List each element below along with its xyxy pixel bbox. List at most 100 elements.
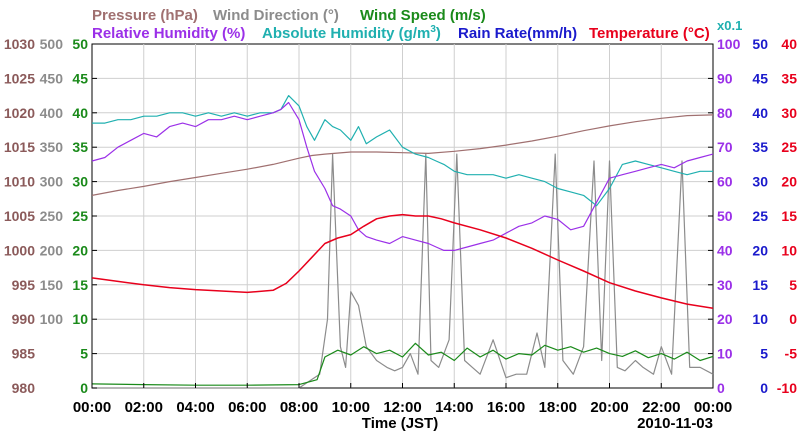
temperature-title: Temperature (°C) — [589, 25, 710, 42]
wind_speed-tick-label: 15 — [72, 277, 88, 293]
rel_hum-tick-label: 90 — [717, 70, 733, 86]
wind_speed-tick-label: 45 — [72, 70, 88, 86]
x-tick-label: 14:00 — [435, 399, 473, 416]
wind-speed-m-s-line — [91, 342, 714, 386]
temperature-tick-label: -10 — [777, 380, 797, 396]
x-tick-label: 04:00 — [176, 399, 214, 416]
rain_rate-tick-label: 25 — [752, 208, 768, 224]
rel_hum-tick-label: 50 — [717, 208, 733, 224]
rain_rate-tick-label: 50 — [752, 36, 768, 52]
wind_dir-tick-label: 400 — [40, 105, 64, 121]
pressure-tick-label: 1030 — [4, 36, 35, 52]
rain_rate-tick-label: 15 — [752, 277, 768, 293]
x-axis: 00:00 02:00 04:00 06:00 08:00 10:00 12:00 14:00… — [73, 383, 732, 416]
x-tick-label: 00:00 — [694, 399, 732, 416]
rain_rate-tick-label: 40 — [752, 105, 768, 121]
x-tick-label: 16:00 — [487, 399, 525, 416]
wind_dir-tick-label: 450 — [40, 70, 64, 86]
absolute-humidity-scale-note: x0.1 — [717, 18, 742, 33]
pressure-tick-label: 1010 — [4, 174, 35, 190]
x-tick-label: 08:00 — [280, 399, 318, 416]
rain_rate-tick-label: 10 — [752, 311, 768, 327]
pressure-tick-label: 1005 — [4, 208, 35, 224]
wind_dir-tick-label: 500 — [40, 36, 64, 52]
wind_speed-tick-label: 5 — [80, 346, 88, 362]
series-layer — [91, 94, 714, 389]
wind-direction-line — [92, 153, 714, 389]
pressure-hpa-line — [91, 114, 714, 196]
wind_dir-tick-label: 350 — [40, 139, 64, 155]
wind-direction-title: Wind Direction (°) — [213, 7, 339, 24]
wind_speed-tick-label: 0 — [80, 380, 88, 396]
wind_dir-tick-label: 150 — [40, 277, 64, 293]
x-tick-label: 20:00 — [590, 399, 628, 416]
wind_dir-tick-label: 200 — [40, 242, 64, 258]
wind_dir-tick-label: 100 — [40, 311, 64, 327]
temperature-tick-label: 25 — [781, 139, 797, 155]
temperature-tick-label: 35 — [781, 70, 797, 86]
pressure-tick-label: 995 — [12, 277, 36, 293]
temperature-tick-label: 40 — [781, 36, 797, 52]
wind_speed-tick-label: 35 — [72, 139, 88, 155]
pressure-tick-label: 980 — [12, 380, 36, 396]
rain_rate-tick-label: 30 — [752, 174, 768, 190]
rain_rate-tick-label: 5 — [760, 346, 768, 362]
x-tick-label: 10:00 — [332, 399, 370, 416]
rel_hum-tick-label: 70 — [717, 139, 733, 155]
wind_speed-tick-label: 25 — [72, 208, 88, 224]
rain-rate-title: Rain Rate(mm/h) — [458, 25, 577, 42]
absolute-humidity-title-main: Absolute Humidity (g/m — [262, 25, 430, 42]
wind_dir-tick-label: 250 — [40, 208, 64, 224]
pressure-tick-label: 1015 — [4, 139, 35, 155]
rain_rate-tick-label: 35 — [752, 139, 768, 155]
pressure-title: Pressure (hPa) — [92, 7, 198, 24]
pressure-tick-label: 985 — [12, 346, 36, 362]
pressure-tick-label: 1020 — [4, 105, 35, 121]
temperature-tick-label: 30 — [781, 105, 797, 121]
temperature-tick-label: 5 — [789, 277, 797, 293]
rel_hum-tick-label: 100 — [717, 36, 741, 52]
temperature-tick-label: 0 — [789, 311, 797, 327]
relative-humidity-title: Relative Humidity (%) — [92, 25, 245, 42]
absolute-humidity-title-sup: 3 — [430, 24, 436, 35]
rain_rate-tick-label: 20 — [752, 242, 768, 258]
x-axis-label: Time (JST) — [362, 415, 438, 432]
temperature-tick-label: 10 — [781, 242, 797, 258]
rel_hum-tick-label: 60 — [717, 174, 733, 190]
absolute-humidity-g-m3-x0-1-line — [92, 94, 713, 207]
temperature-tick-label: -5 — [785, 346, 798, 362]
relative-humidity-line — [91, 101, 714, 251]
x-tick-label: 02:00 — [125, 399, 163, 416]
date-label: 2010-11-03 — [637, 415, 713, 432]
wind_speed-tick-label: 50 — [72, 36, 88, 52]
wind_speed-tick-label: 30 — [72, 174, 88, 190]
rel_hum-tick-label: 0 — [717, 380, 725, 396]
rain_rate-tick-label: 0 — [760, 380, 768, 396]
wind_speed-tick-label: 40 — [72, 105, 88, 121]
temperature-tick-label: 20 — [781, 174, 797, 190]
x-tick-label: 22:00 — [642, 399, 680, 416]
y-axes: 1030102510201015101010051000995990985980… — [4, 36, 797, 396]
x-tick-label: 18:00 — [539, 399, 577, 416]
rel_hum-tick-label: 20 — [717, 311, 733, 327]
rel_hum-tick-label: 30 — [717, 277, 733, 293]
wind_speed-tick-label: 20 — [72, 242, 88, 258]
pressure-tick-label: 1000 — [4, 242, 35, 258]
rel_hum-tick-label: 10 — [717, 346, 733, 362]
absolute-humidity-title-end: ) — [436, 25, 441, 42]
wind_speed-tick-label: 10 — [72, 311, 88, 327]
x-tick-label: 00:00 — [73, 399, 111, 416]
pressure-tick-label: 990 — [12, 311, 36, 327]
wind-speed-title: Wind Speed (m/s) — [360, 7, 486, 24]
rel_hum-tick-label: 40 — [717, 242, 733, 258]
x-tick-label: 06:00 — [228, 399, 266, 416]
pressure-tick-label: 1025 — [4, 70, 35, 86]
temperature-tick-label: 15 — [781, 208, 797, 224]
x-tick-label: 12:00 — [383, 399, 421, 416]
absolute-humidity-title: Absolute Humidity (g/m3) — [262, 24, 441, 42]
rel_hum-tick-label: 80 — [717, 105, 733, 121]
temperature-c-line — [91, 213, 714, 309]
rain_rate-tick-label: 45 — [752, 70, 768, 86]
wind_dir-tick-label: 300 — [40, 174, 64, 190]
